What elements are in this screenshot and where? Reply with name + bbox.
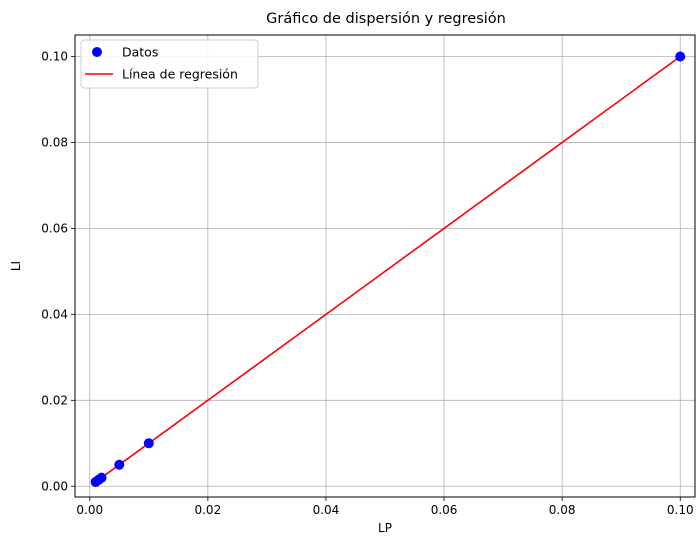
x-tick-label: 0.02 <box>194 503 221 517</box>
x-tick-label: 0.06 <box>431 503 458 517</box>
legend-label: Datos <box>122 45 158 60</box>
data-point <box>114 459 125 470</box>
x-tick-label: 0.00 <box>76 503 103 517</box>
x-tick-label: 0.08 <box>549 503 576 517</box>
y-tick-label: 0.10 <box>41 49 68 63</box>
x-tick-label: 0.10 <box>667 503 694 517</box>
data-point <box>675 51 686 62</box>
axis-ticks: 0.00 0.02 0.04 0.06 0.08 0.10 0.00 0.02 0.04 0.06… <box>41 49 693 517</box>
y-tick-label: 0.08 <box>41 135 68 149</box>
grid <box>75 35 695 497</box>
legend: Datos Línea de regresión <box>80 39 259 89</box>
data-point <box>96 472 107 483</box>
plot-frame <box>74 34 696 498</box>
legend-marker-swatch <box>92 47 102 57</box>
chart-title: Gráfico de dispersión y regresión <box>266 11 506 27</box>
y-tick-label: 0.04 <box>41 307 68 321</box>
y-tick-label: 0.00 <box>41 479 68 493</box>
data-points-layer <box>90 51 686 487</box>
y-tick-label: 0.02 <box>41 393 68 407</box>
data-point <box>143 438 154 449</box>
y-axis-label: LI <box>9 261 23 271</box>
y-tick-label: 0.06 <box>41 221 68 235</box>
regression-line-layer <box>95 55 681 483</box>
regression-line <box>95 55 681 483</box>
x-axis-label: LP <box>378 521 392 535</box>
x-tick-label: 0.04 <box>313 503 340 517</box>
legend-box <box>80 39 259 89</box>
legend-label: Línea de regresión <box>122 67 238 82</box>
